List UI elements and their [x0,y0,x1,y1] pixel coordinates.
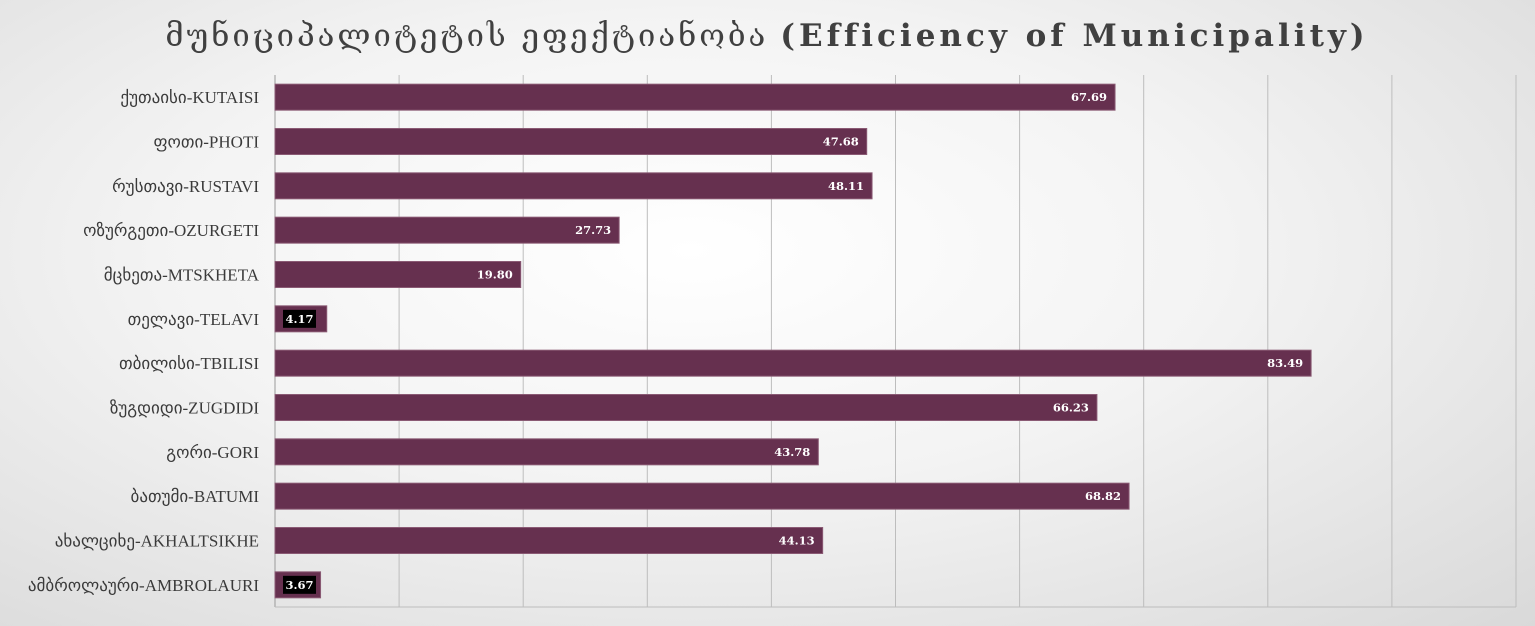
bar [274,527,824,554]
category-label: ბათუმი-BATUMI [131,487,260,507]
category-label: თელავი-TELAVI [128,310,260,330]
value-label: 66.23 [1053,401,1089,415]
category-label: თბილისი-TBILISI [119,354,259,373]
chart-title-english: (Efficiency of Municipality) [780,18,1368,54]
value-label: 83.49 [1267,356,1303,370]
category-label: ოზურგეთი-OZURGETI [83,221,259,241]
value-label: 27.73 [575,223,611,237]
bar [274,438,819,466]
category-labels: ქუთაისი-KUTAISI ფოთი-PHOTI რუსთავი-RUSTAVI… [28,88,260,596]
bar [274,482,1130,510]
value-label: 19.80 [477,268,513,282]
category-label: გორი-GORI [166,443,259,462]
value-labels: 67.69 47.68 48.11 27.73 19.80 4.17 83.49 66.23 4… [283,90,1303,594]
category-label: ამბროლაური-AMBROLAURI [28,576,259,596]
value-label: 68.82 [1085,489,1121,503]
bar [274,172,873,200]
value-label-box [283,309,316,328]
value-label: 48.11 [828,179,864,193]
bars [274,83,1312,599]
value-label: 3.67 [285,578,313,592]
category-label: ახალციხე-AKHALTSIKHE [55,532,259,552]
value-label: 4.17 [285,312,313,326]
bar [274,128,868,155]
category-label: რუსთავი-RUSTAVI [112,177,259,197]
value-label: 47.68 [823,135,859,149]
gridlines [274,75,1517,608]
bar [274,261,522,288]
bar [274,394,1098,421]
value-label: 67.69 [1071,90,1107,104]
value-label-box [283,575,316,594]
bar [274,83,1116,111]
bar [274,349,1312,377]
value-label: 43.78 [774,445,810,459]
bar [274,216,620,244]
chart-title-georgian: მუნიციპალიტეტის ეფექტიანობა [165,18,768,54]
category-label: ფოთი-PHOTI [153,133,259,153]
category-label: ქუთაისი-KUTAISI [120,88,259,108]
chart-title: მუნიციპალიტეტის ეფექტიანობა (Efficiency o… [165,18,1368,54]
value-label: 44.13 [779,534,815,548]
category-label: ზუგდიდი-ZUGDIDI [110,399,259,419]
category-label: მცხეთა-MTSKHETA [104,266,260,286]
